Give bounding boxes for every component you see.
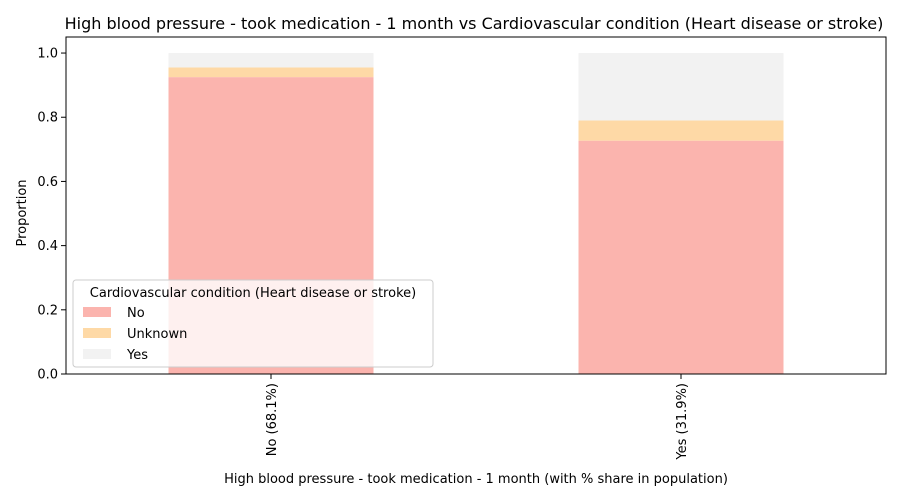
y-tick-label: 1.0 — [37, 47, 58, 62]
legend: Cardiovascular condition (Heart disease … — [72, 279, 434, 368]
legend-swatch-no — [83, 307, 111, 317]
bar-segment-yes-2 — [578, 53, 784, 121]
chart-title: High blood pressure - took medication - … — [65, 14, 884, 33]
bar-segment-yes-1 — [168, 53, 374, 68]
bar-segment-unknown-2 — [578, 120, 784, 141]
legend-swatch-unknown — [83, 328, 111, 338]
legend-swatch-yes — [83, 349, 111, 359]
plot-frame — [65, 36, 887, 375]
legend-label-no: No — [127, 306, 145, 321]
legend-frame — [72, 279, 434, 368]
y-tick-label: 0.6 — [37, 175, 58, 190]
legend-label-unknown: Unknown — [127, 327, 187, 342]
bar-segment-unknown-1 — [168, 67, 374, 78]
x-tick-label: No (68.1%) — [265, 383, 280, 456]
bars-layer — [168, 53, 784, 375]
y-tick-label: 0.2 — [37, 303, 58, 318]
x-axis-label: High blood pressure - took medication - … — [224, 472, 728, 487]
y-tick-label: 0.8 — [37, 111, 58, 126]
y-tick-label: 0.0 — [37, 368, 58, 383]
legend-title: Cardiovascular condition (Heart disease … — [90, 286, 416, 301]
x-tick-label: Yes (31.9%) — [675, 383, 690, 461]
y-axis-label: Proportion — [15, 179, 30, 246]
legend-label-yes: Yes — [126, 348, 148, 363]
axes-layer: 0.0 0.2 0.4 0.6 0.8 1.0 No (68.1%) Yes (31.9%) — [37, 36, 887, 461]
y-tick-label: 0.4 — [37, 239, 58, 254]
bar-segment-no-2 — [578, 140, 784, 374]
